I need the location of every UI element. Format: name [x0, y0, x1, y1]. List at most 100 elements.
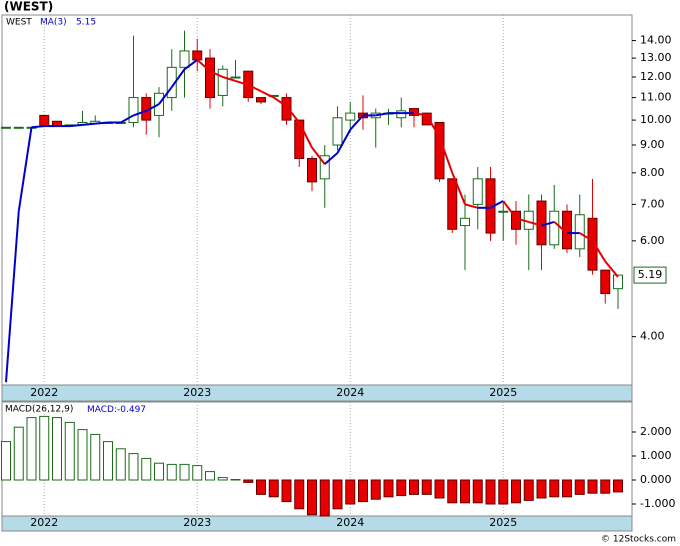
candle-body	[345, 112, 356, 121]
ma-segment	[528, 220, 542, 227]
macd-bar	[383, 479, 394, 498]
macd-bar	[141, 457, 152, 481]
macd-bar	[217, 477, 228, 481]
y-tick-label: 14.00	[640, 34, 672, 47]
macd-bar	[549, 479, 560, 498]
macd-bar	[166, 463, 177, 481]
macd-bar	[574, 479, 585, 495]
ma-segment	[502, 200, 517, 219]
macd-bar	[562, 479, 572, 498]
macd-bar	[13, 426, 24, 481]
ma-segment	[5, 211, 20, 383]
macd-bar	[587, 479, 598, 494]
macd-title: MACD(26,12,9)	[5, 405, 73, 415]
macd-bar	[460, 479, 470, 504]
macd-bar	[511, 479, 521, 504]
x-tick-label: 2022	[30, 516, 58, 529]
x-tick-label: 2025	[489, 386, 517, 399]
candle-body	[396, 110, 407, 119]
y-tick-label: 0.000	[640, 473, 672, 486]
candle-body	[460, 217, 470, 227]
candle-body	[472, 178, 483, 205]
chart-title: (WEST)	[4, 0, 53, 14]
ma-segment	[235, 80, 249, 86]
ma-segment	[247, 84, 262, 93]
candle-body	[128, 97, 139, 123]
candle-body	[192, 50, 203, 61]
macd-bar	[26, 417, 37, 481]
ma-segment	[438, 136, 454, 174]
ma-segment	[298, 122, 313, 149]
macd-bar	[536, 479, 547, 499]
y-tick-label: 9.00	[640, 138, 665, 151]
y-tick-label: -1.000	[640, 497, 675, 510]
ma-segment	[541, 220, 555, 227]
ma-segment	[196, 59, 211, 72]
macd-bar	[498, 479, 509, 505]
y-tick-label: 4.00	[640, 330, 665, 343]
macd-bar	[243, 479, 254, 483]
candle-body	[205, 57, 215, 99]
ma-segment	[145, 103, 160, 112]
macd-x-strip	[1, 515, 633, 532]
candle-body	[179, 50, 190, 68]
macd-bar	[154, 462, 164, 481]
y-tick-label: 8.00	[640, 166, 665, 179]
y-tick-label: 13.00	[640, 51, 672, 64]
candle-body	[409, 108, 419, 116]
macd-bar	[370, 479, 381, 500]
ma-segment	[553, 221, 568, 234]
y-tick-label: 6.00	[640, 234, 665, 247]
macd-bar	[319, 479, 330, 517]
ma-segment	[69, 123, 83, 128]
candle-body	[256, 97, 266, 103]
macd-bar	[421, 479, 432, 495]
ma-segment	[490, 200, 504, 209]
ma-segment	[375, 112, 389, 117]
candle-body	[600, 269, 611, 295]
candle-body	[498, 210, 509, 213]
macd-bar	[281, 479, 292, 503]
candle-body	[613, 274, 623, 290]
y-tick-label: 10.00	[640, 113, 672, 126]
macd-bar	[345, 479, 356, 505]
macd-bar	[192, 465, 203, 481]
candle-body	[13, 126, 24, 129]
macd-bar	[472, 479, 483, 504]
ma-segment	[604, 260, 619, 278]
ma-segment	[591, 240, 607, 262]
candle-body	[421, 112, 432, 126]
legend-ma: MA(3)	[40, 18, 67, 28]
candle-body	[1, 126, 11, 129]
macd-bar	[485, 479, 496, 505]
legend-ma-value: 5.15	[76, 18, 96, 28]
legend-price: WEST	[6, 18, 32, 28]
ma-segment	[260, 90, 275, 99]
ma-segment	[336, 129, 352, 154]
macd-bar	[613, 479, 623, 493]
x-tick-label: 2023	[183, 516, 211, 529]
macd-bar	[409, 479, 419, 495]
ma-segment	[464, 203, 479, 209]
y-tick-label: 12.00	[640, 70, 672, 83]
macd-bar	[52, 417, 62, 481]
macd-bar	[39, 415, 50, 481]
price-panel	[1, 14, 633, 386]
macd-bar	[77, 429, 88, 481]
macd-legend: MACD:-0.497	[87, 405, 146, 415]
price-tag-label: 5.19	[638, 268, 663, 281]
macd-bar	[358, 479, 368, 503]
ma-segment	[515, 217, 530, 223]
candle-body	[39, 114, 50, 127]
y-tick-label: 1.000	[640, 449, 672, 462]
ma-segment	[209, 70, 224, 78]
ma-segment	[285, 105, 301, 124]
y-tick-label: 11.00	[640, 91, 672, 104]
ma-segment	[158, 86, 173, 105]
ma-segment	[170, 68, 186, 88]
candle-body	[447, 178, 458, 230]
macd-bar	[103, 441, 113, 481]
x-tick-label: 2024	[336, 386, 364, 399]
price-tag	[633, 266, 667, 284]
